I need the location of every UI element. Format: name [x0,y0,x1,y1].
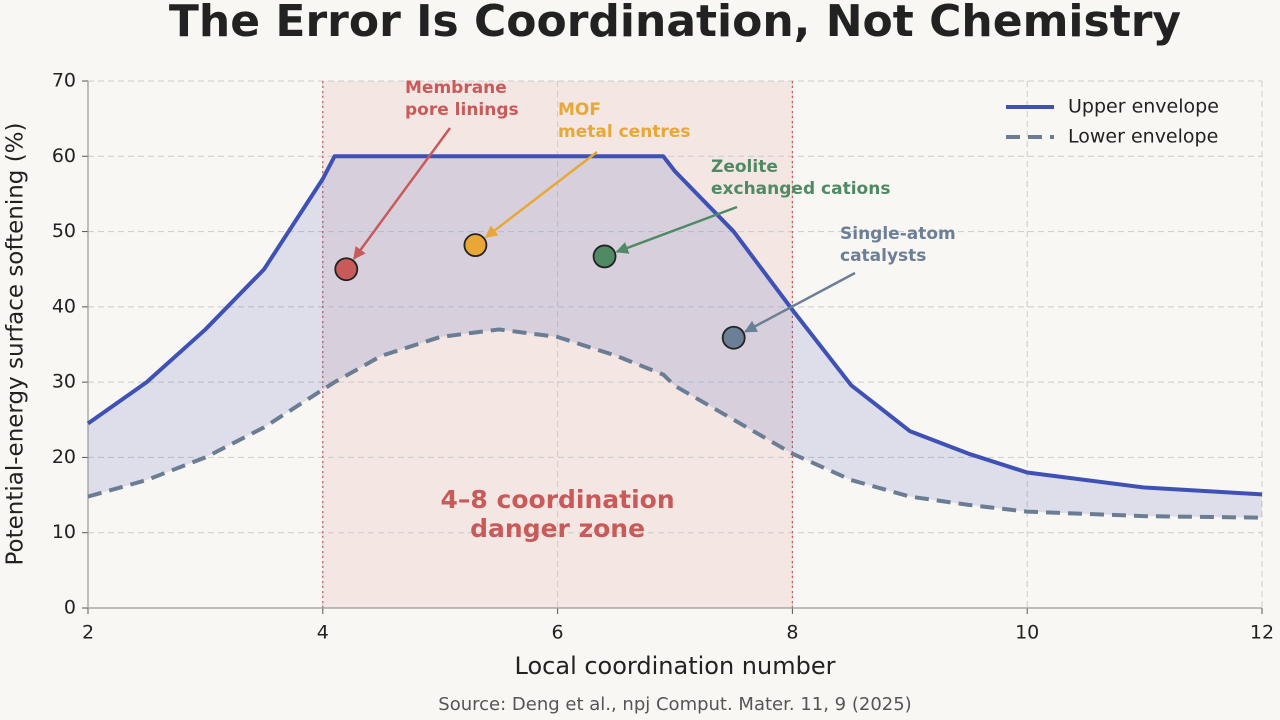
annotation-label: Membrane [405,78,507,98]
y-tick-label: 70 [52,70,76,92]
x-tick-label: 4 [317,622,329,644]
y-tick-label: 20 [52,446,76,468]
data-point [463,233,488,258]
annotation-label: catalysts [840,246,926,266]
annotation-arrow [352,127,452,260]
x-axis-label: Local coordination number [515,652,836,680]
annotation-label: Single-atom [840,224,956,244]
y-tick-label: 50 [52,220,76,242]
annotation-label: Zeolite [711,157,778,177]
y-axis-label: Potential-energy surface softening (%) [3,123,29,566]
annotation-arrow [615,205,738,254]
envelope-line [87,327,1263,520]
annotation-arrow [484,151,598,239]
x-tick-label: 6 [552,622,564,644]
legend-label: Lower envelope [1068,126,1218,148]
source-note: Source: Deng et al., npj Comput. Mater. … [438,694,911,715]
zone-label: danger zone [470,514,645,543]
chart-title: The Error Is Coordination, Not Chemistry [169,0,1181,47]
annotation-label: pore linings [405,100,519,120]
x-tick-label: 12 [1250,622,1274,644]
legend-label: Upper envelope [1068,96,1219,118]
envelope-line [86,154,1263,497]
y-tick-label: 60 [52,145,76,167]
y-tick-label: 40 [52,295,76,317]
annotation-label: metal centres [558,122,690,142]
annotation-arrow [744,271,856,333]
annotation-label: MOF [558,100,601,120]
y-tick-label: 10 [52,521,76,543]
x-tick-label: 10 [1015,622,1039,644]
data-point [334,257,359,282]
y-tick-label: 0 [64,597,76,619]
data-point [721,325,746,350]
x-tick-label: 8 [786,622,798,644]
zone-label: 4–8 coordination [441,485,675,514]
envelope-band [88,156,1262,518]
data-point [592,244,617,269]
x-tick-label: 2 [82,622,94,644]
y-tick-label: 30 [52,371,76,393]
annotation-label: exchanged cations [711,179,890,199]
